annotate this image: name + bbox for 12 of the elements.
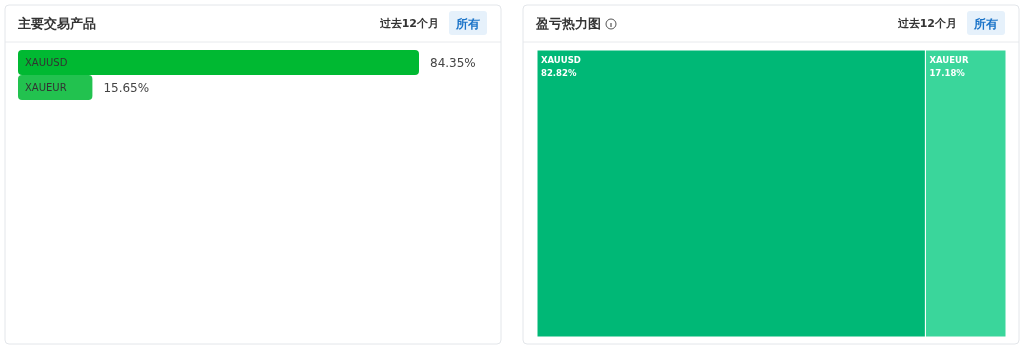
data-label: 17.18% bbox=[929, 68, 966, 78]
data-label: 15.65% bbox=[103, 81, 150, 95]
chart-title: 主要交易产品 bbox=[17, 16, 96, 31]
category-label: XAUEUR bbox=[929, 55, 969, 65]
text: 盈亏热力图 bbox=[535, 16, 601, 31]
data-label: 82.82% bbox=[541, 68, 577, 78]
text: 过去12个月 bbox=[896, 17, 957, 30]
data-label: 84.35% bbox=[430, 56, 476, 70]
text: 过去12个月 bbox=[378, 17, 439, 30]
text: 所有 bbox=[973, 17, 998, 31]
category-label: XAUUSD bbox=[541, 55, 581, 65]
text: 所有 bbox=[455, 17, 480, 31]
